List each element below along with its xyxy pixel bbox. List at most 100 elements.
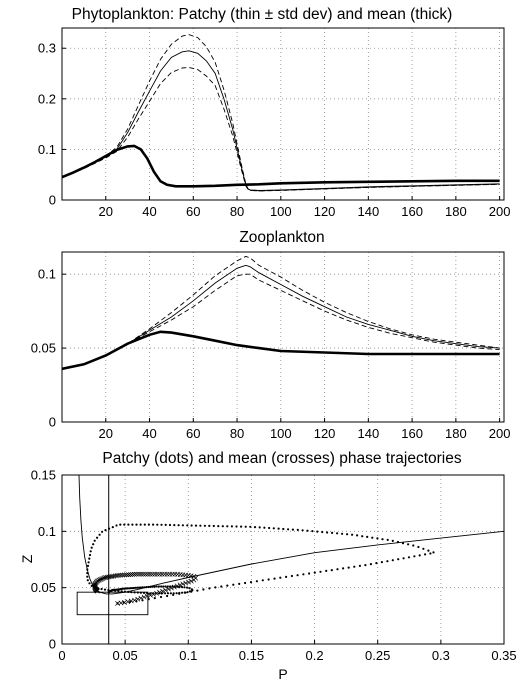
patchy-trajectory-dot [424,553,427,556]
patchy-trajectory-dot [166,594,169,598]
y-tick-label: 0.15 [31,468,56,483]
mean-trajectory-cross [177,582,183,588]
patchy-trajectory-dot [427,549,430,552]
patchy-trajectory-dot [139,586,142,589]
patchy-trajectory-dot [164,523,167,527]
patchy-trajectory-dot [285,575,288,579]
patchy-trajectory-dot [107,591,110,594]
y-tick-label: 0.3 [38,41,56,56]
plot-frame-phase [61,474,505,645]
patchy-trajectory-dot [172,592,175,595]
patchy-trajectory-dot [325,569,328,573]
patchy-trajectory-dot [279,576,282,579]
patchy-trajectory-dot [199,524,202,527]
mean-trajectory-cross [144,593,150,599]
plot-frame-phytoplankton [61,27,505,201]
patchy-trajectory-dot [141,586,144,589]
patchy-trajectory-dot [153,597,156,600]
patchy-trajectory-dot [407,543,410,546]
patchy-trajectory-dot [308,572,311,575]
patchy-trajectory-dot [103,588,107,591]
patchy-trajectory-dot [342,567,345,570]
patchy-trajectory-dot [253,526,257,529]
x-tick-label: 40 [142,426,156,441]
mean-trajectory-cross [147,592,153,598]
patchy-trajectory-dot [369,563,372,566]
mean-trajectory-cross [99,576,105,582]
x-tick-label: 40 [142,204,156,219]
patchy-trajectory-dot [244,581,247,585]
x-axis-label-phase: P [278,666,287,682]
patchy-trajectory-dot [351,533,354,536]
patchy-trajectory-dot [296,574,299,577]
patchy-trajectory-dot [358,564,361,568]
patchy-trajectory-dot [186,591,189,594]
patchy-trajectory-dot [194,524,198,527]
mean-trajectory-cross [154,590,160,596]
mean-trajectory-cross [145,571,151,577]
patchy-trajectory-dot [273,577,276,580]
x-tick-label: 100 [270,426,292,441]
patchy-trajectory-dot [160,523,163,526]
patchy-trajectory-dot [396,540,399,544]
patchy-trajectory-dot [136,591,139,594]
patchy-trajectory-dot [432,551,435,554]
patchy-trajectory-dot [178,591,181,595]
patchy-trajectory-dot [86,564,90,568]
patchy-trajectory-dot [111,526,114,529]
patchy-trajectory-dot [146,592,149,595]
patchy-trajectory-dot [366,535,369,539]
patchy-trajectory-dot [230,525,233,528]
patchy-trajectory-dot [90,584,93,588]
patchy-trajectory-dot [143,586,146,589]
patchy-trajectory-dot [152,523,155,526]
mean-trajectory-cross [101,575,107,581]
mean-trajectory-cross [136,571,142,577]
patchy-trajectory-dot [220,585,223,588]
y-axis-label-phase: Z [19,554,35,563]
patchy-trajectory-dot [238,582,241,586]
patchy-trajectory-dot [139,591,142,594]
patchy-trajectory-dot [149,592,152,595]
patchy-trajectory-dot [356,534,359,537]
patchy-trajectory-dot [88,582,91,585]
patchy-trajectory-dot [133,591,136,594]
mean-trajectory-cross [120,572,126,578]
mean-trajectory-cross [157,589,163,595]
patchy-trajectory-dot [175,592,178,595]
patchy-trajectory-dot [418,554,421,557]
patchy-trajectory-dot [422,547,425,550]
patchy-trajectory-dot [127,523,130,526]
patchy-trajectory-dot [371,536,374,539]
nullcline-curve [78,475,504,595]
patchy-trajectory-dot [391,539,394,543]
series-line-thick [62,144,500,188]
patchy-trajectory-dot [88,557,91,560]
patchy-trajectory-dot [381,538,384,541]
x-tick-label: 0.25 [365,648,390,663]
mean-trajectory-cross [135,596,141,602]
x-tick-label: 200 [489,426,511,441]
patchy-trajectory-dot [429,552,432,555]
mean-trajectory-cross [147,571,153,577]
patchy-trajectory-dot [147,585,150,589]
series-line-thin-dashed [62,273,500,370]
x-tick-label: 160 [401,204,423,219]
y-tick-label: 0.05 [31,580,56,595]
y-tick-label: 0 [49,415,56,430]
mean-trajectory-cross [167,571,173,577]
patchy-trajectory-dot [208,587,211,590]
x-tick-label: 80 [230,426,244,441]
patchy-trajectory-dot [263,526,266,529]
patchy-trajectory-dot [136,586,139,589]
patchy-trajectory-dot [402,557,405,560]
mean-trajectory-cross [164,571,170,577]
patchy-trajectory-dot [147,598,150,601]
patchy-trajectory-dot [104,529,107,532]
mean-trajectory-cross [143,571,148,577]
patchy-trajectory-dot [190,524,193,527]
mean-trajectory-cross [163,587,169,593]
series-line-thin-dashed [62,255,500,370]
y-tick-label: 0.1 [38,267,56,282]
patchy-trajectory-dot [131,587,134,590]
